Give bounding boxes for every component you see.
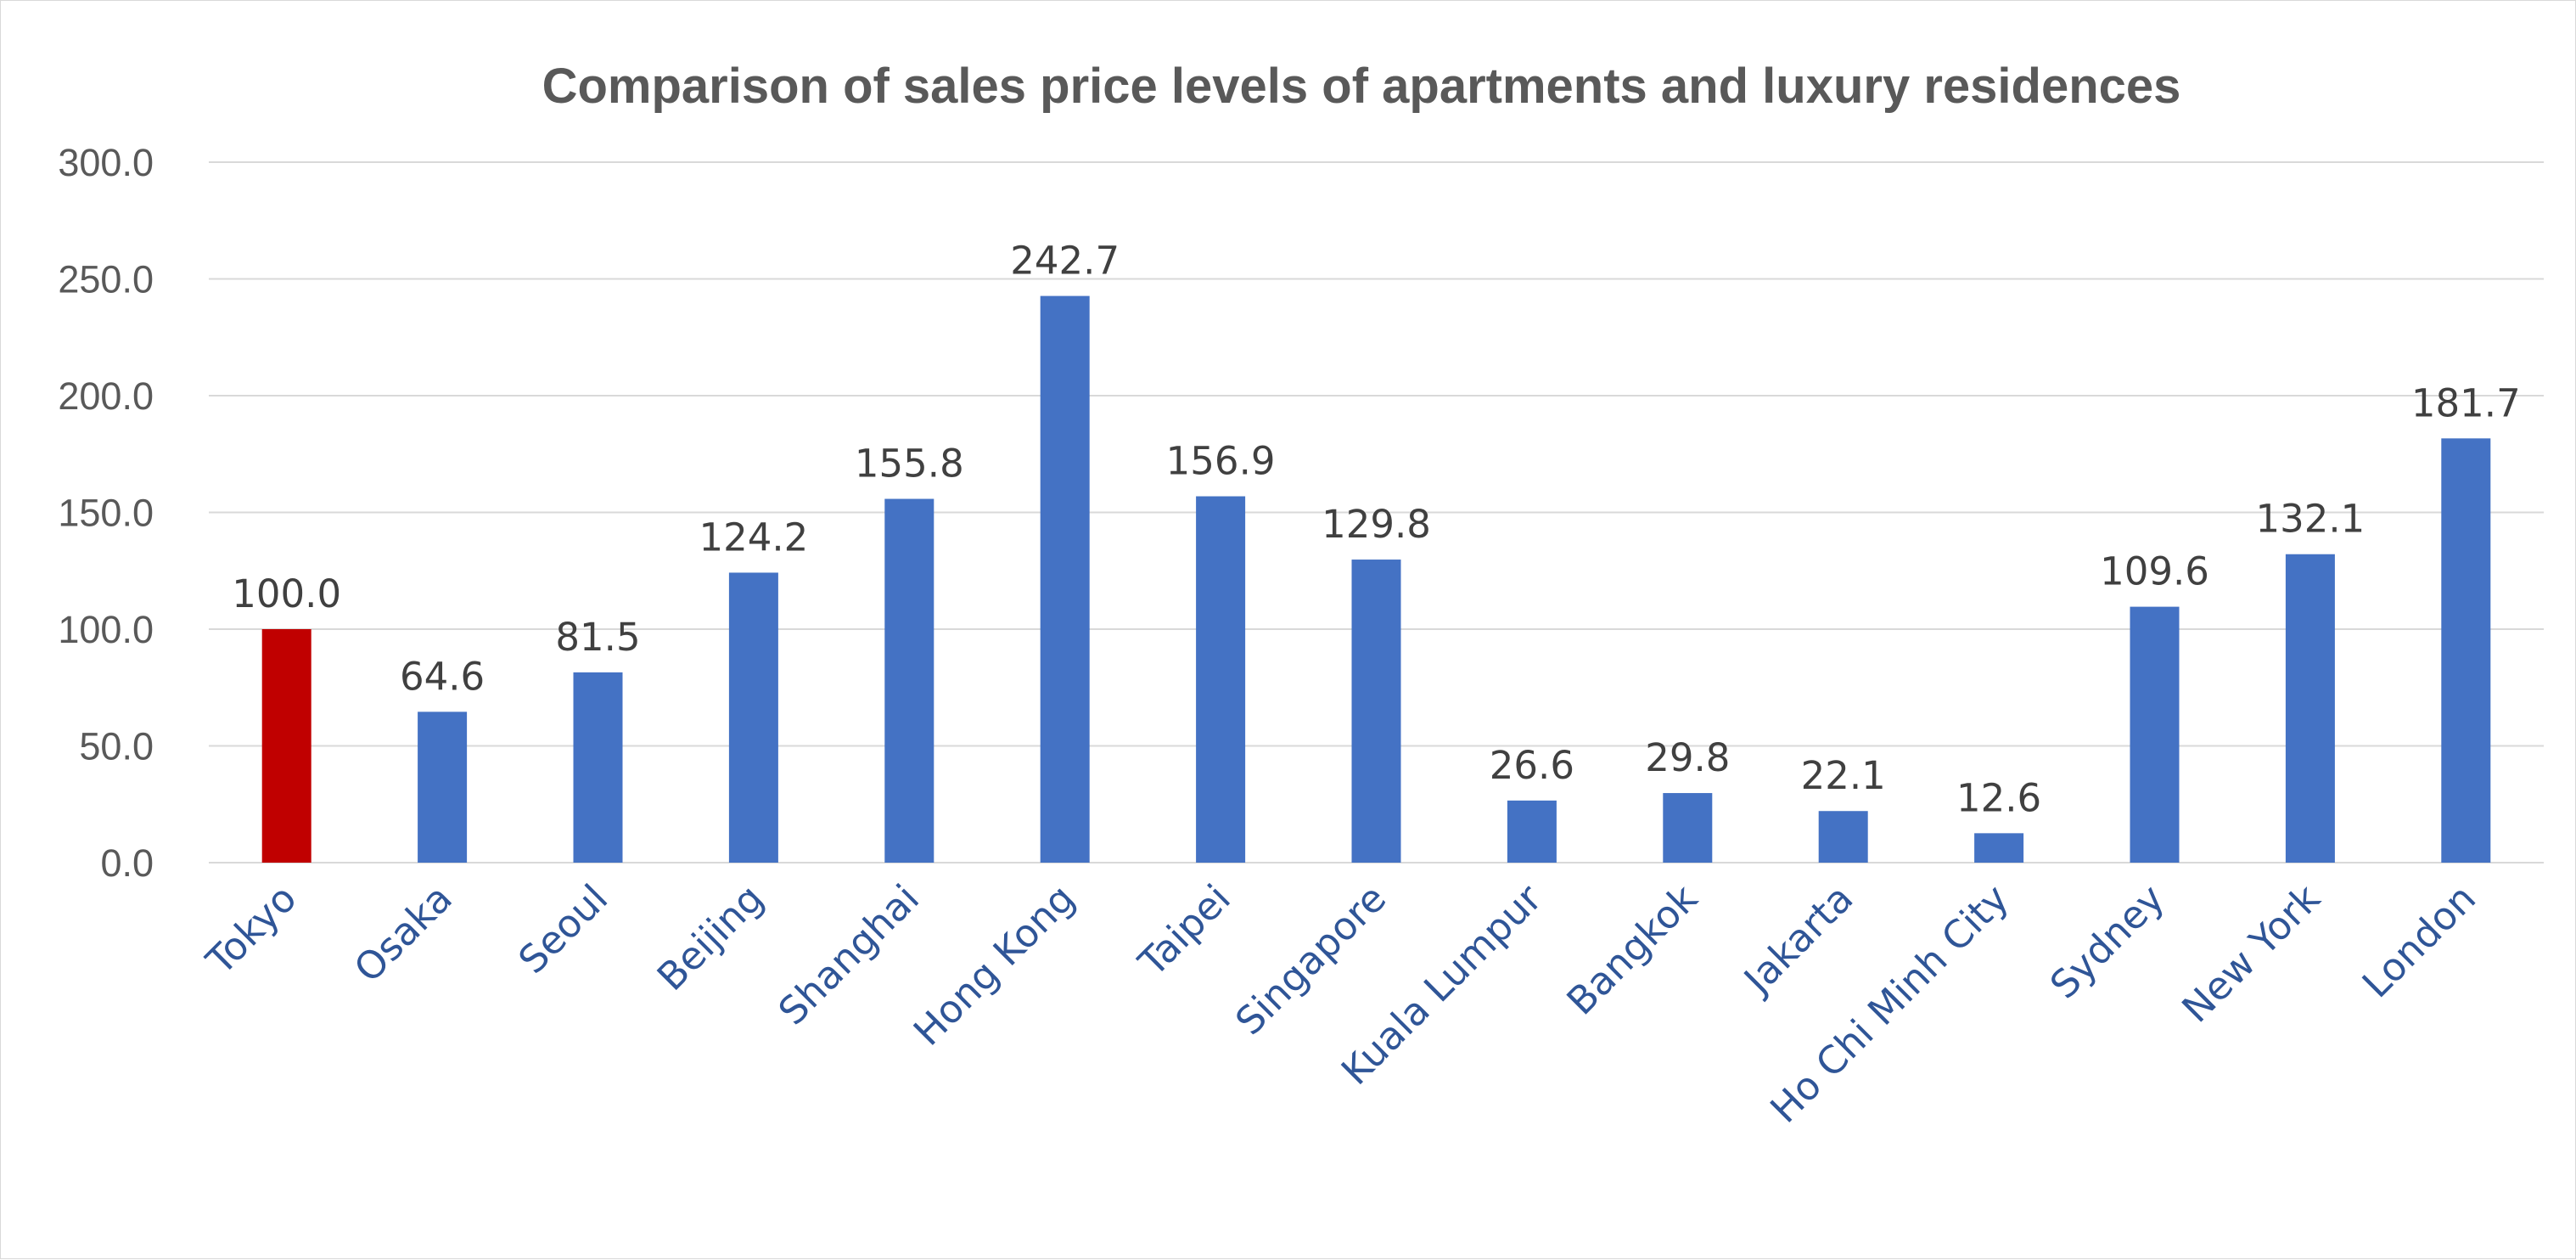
data-label: 26.6 <box>1490 743 1574 788</box>
bar-taipei <box>1196 496 1246 863</box>
x-tick-label: Taipei <box>1130 875 1239 985</box>
data-label: 124.2 <box>699 515 808 560</box>
data-label: 155.8 <box>855 442 964 487</box>
x-tick-label: Singapore <box>1226 875 1395 1043</box>
data-label: 109.6 <box>2100 549 2209 594</box>
bar-kuala-lumpur <box>1507 800 1557 863</box>
bar-seoul <box>573 672 623 863</box>
bar-london <box>2441 438 2491 863</box>
y-tick-label: 50.0 <box>79 725 154 768</box>
data-label: 242.7 <box>1010 239 1120 284</box>
bar-sydney <box>2130 606 2180 863</box>
y-tick-label: 100.0 <box>58 608 154 651</box>
bar-jakarta <box>1818 811 1868 863</box>
x-tick-label: Tokyo <box>197 875 305 983</box>
y-tick-label: 300.0 <box>58 141 154 184</box>
x-tick-label: Hong Kong <box>905 875 1083 1054</box>
bar-ho-chi-minh-city <box>1974 833 2024 863</box>
x-tick-label: London <box>2354 875 2484 1006</box>
bars <box>261 295 2491 863</box>
x-tick-label: Shanghai <box>770 875 928 1033</box>
x-tick-label: Osaka <box>345 875 461 991</box>
data-label: 22.1 <box>1801 753 1886 798</box>
x-tick-label: Jakarta <box>1734 875 1862 1004</box>
bar-beijing <box>728 572 778 863</box>
data-labels: 100.0 64.6 81.5 124.2 155.8 242.7 156.9 129.8 26… <box>232 239 2520 821</box>
data-label: 132.1 <box>2255 497 2365 542</box>
y-tick-label: 250.0 <box>58 258 154 301</box>
data-label: 12.6 <box>1956 775 2041 820</box>
data-label: 181.7 <box>2411 380 2521 425</box>
data-label: 64.6 <box>400 654 485 699</box>
x-tick-label: Beijing <box>648 875 772 999</box>
y-tick-label: 150.0 <box>58 492 154 535</box>
x-tick-label: Bangkok <box>1558 875 1706 1023</box>
x-tick-label: Sydney <box>2041 875 2173 1007</box>
bar-new-york <box>2285 554 2335 863</box>
x-tick-label: New York <box>2173 875 2328 1031</box>
y-tick-label: 200.0 <box>58 374 154 418</box>
chart-title: Comparison of sales price levels of apar… <box>542 59 2181 114</box>
y-tick-label: 0.0 <box>100 841 154 885</box>
y-axis-ticks: 0.0 50.0 100.0 150.0 200.0 250.0 300.0 <box>58 141 154 885</box>
data-label: 81.5 <box>555 615 640 660</box>
x-tick-label: Seoul <box>510 875 617 982</box>
data-label: 129.8 <box>1322 502 1431 547</box>
data-label: 156.9 <box>1166 439 1276 484</box>
data-label: 29.8 <box>1645 735 1730 780</box>
bar-shanghai <box>884 498 934 863</box>
bar-hong-kong <box>1040 295 1090 863</box>
bar-osaka <box>418 712 468 863</box>
bar-bangkok <box>1663 793 1713 863</box>
bar-singapore <box>1351 560 1401 863</box>
bar-tokyo <box>261 629 311 863</box>
data-label: 100.0 <box>232 571 341 616</box>
